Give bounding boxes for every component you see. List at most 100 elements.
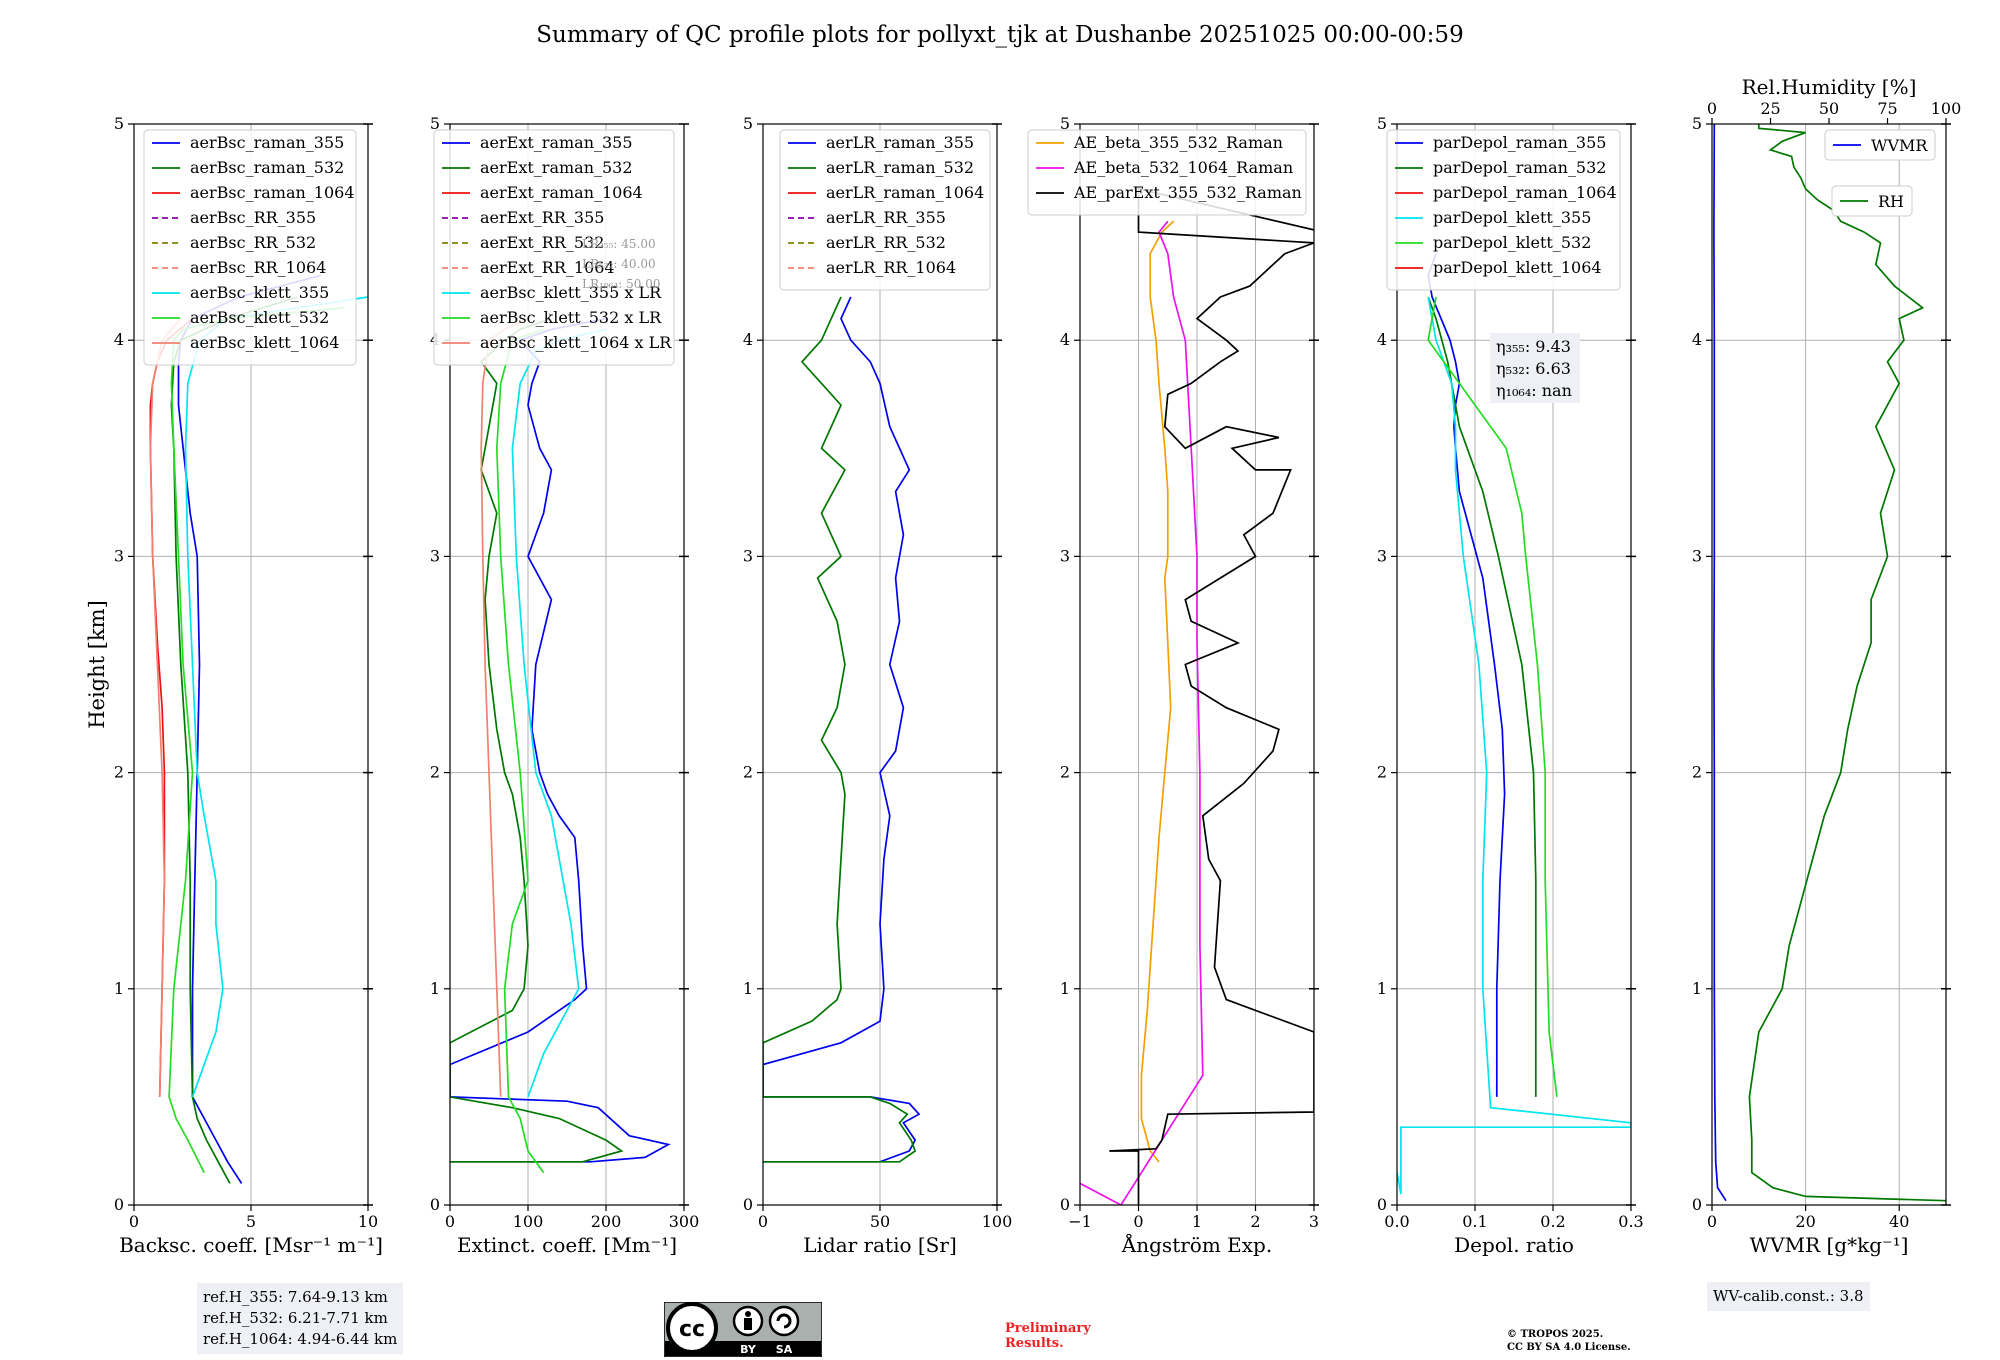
legend-entry: aerBsc_RR_1064 bbox=[190, 258, 326, 277]
x-tick-label: 0.0 bbox=[1384, 1212, 1409, 1231]
copyright-line-2: CC BY SA 4.0 License. bbox=[1507, 1342, 1631, 1353]
y-tick-label: 0 bbox=[114, 1195, 124, 1214]
y-tick-label: 2 bbox=[1377, 763, 1387, 782]
plot-frame bbox=[1711, 123, 1947, 1206]
series-line-aerBsc_raman_355 bbox=[177, 274, 322, 1184]
preliminary-line-2: Results. bbox=[1005, 1336, 1064, 1351]
ref-height-532: ref.H_532: 6.21-7.71 km bbox=[203, 1309, 388, 1327]
legend-entry: aerBsc_klett_532 x LR bbox=[480, 308, 662, 327]
series-line-parDepol_raman_532 bbox=[1427, 296, 1537, 1097]
share-alike-icon bbox=[768, 1305, 800, 1337]
x-tick-label: 20 bbox=[1795, 1212, 1815, 1231]
legend-entry: WVMR bbox=[1871, 136, 1928, 155]
figure-title: Summary of QC profile plots for pollyxt_… bbox=[536, 22, 1464, 48]
preliminary-line-1: Preliminary bbox=[1005, 1321, 1091, 1336]
x-tick-label: 50 bbox=[870, 1212, 890, 1231]
y-tick-label: 4 bbox=[1377, 330, 1387, 349]
y-tick-label: 0 bbox=[1377, 1195, 1387, 1214]
series-line-parDepol_klett_355 bbox=[1397, 296, 1631, 1195]
legend-entry: aerExt_raman_355 bbox=[480, 133, 633, 152]
y-tick-label: 4 bbox=[1060, 330, 1070, 349]
series-line-aerExt_raman_355 bbox=[450, 317, 671, 1163]
legend-entry: aerExt_raman_1064 bbox=[480, 183, 643, 202]
legend-entry: aerBsc_klett_532 bbox=[190, 308, 329, 327]
legend-entry: parDepol_raman_532 bbox=[1433, 158, 1606, 177]
y-tick-label: 1 bbox=[1060, 979, 1070, 998]
copyright-note: © TROPOS 2025. CC BY SA 4.0 License. bbox=[1507, 1328, 1631, 1354]
y-tick-label: 1 bbox=[743, 979, 753, 998]
y-tick-label: 3 bbox=[1060, 546, 1070, 565]
cc-icon bbox=[666, 1302, 718, 1354]
series-line-WVMR bbox=[1713, 124, 1727, 1202]
x-tick-label: 100 bbox=[513, 1212, 544, 1231]
legend-entry: aerBsc_klett_1064 x LR bbox=[480, 333, 672, 352]
y-tick-label: 3 bbox=[1692, 546, 1702, 565]
legend-entry: parDepol_klett_355 bbox=[1433, 208, 1591, 227]
legend-entry: aerBsc_RR_532 bbox=[190, 233, 316, 252]
y-tick-label: 4 bbox=[114, 330, 124, 349]
y-tick-label: 4 bbox=[1692, 330, 1702, 349]
plot-frame bbox=[449, 123, 685, 1206]
y-tick-label: 1 bbox=[1377, 979, 1387, 998]
legend-entry: aerExt_RR_355 bbox=[480, 208, 604, 227]
x-axis-label: Backsc. coeff. [Msr⁻¹ m⁻¹] bbox=[119, 1233, 383, 1257]
legend-entry: aerLR_RR_1064 bbox=[826, 258, 956, 277]
series-line-AE_beta_532_1064_Raman bbox=[1080, 220, 1204, 1205]
y-tick-label: 3 bbox=[743, 546, 753, 565]
y-tick-label: 0 bbox=[743, 1195, 753, 1214]
series-line-aerLR_raman_355 bbox=[763, 296, 921, 1163]
legend-box bbox=[1824, 129, 1936, 161]
x-tick-label: 10 bbox=[358, 1212, 378, 1231]
series-line-AE_beta_355_532_Raman bbox=[1140, 220, 1175, 1163]
legend-entry: aerLR_raman_1064 bbox=[826, 183, 984, 202]
legend-entry: aerBsc_raman_532 bbox=[190, 158, 344, 177]
legend-box bbox=[143, 129, 357, 366]
wv-calib-box: WV-calib.const.: 3.8 bbox=[1707, 1282, 1870, 1311]
legend-entry: RH bbox=[1878, 192, 1904, 211]
series-line-RH bbox=[1748, 124, 1946, 1202]
lr-label: LR₅₃₂: 40.00 bbox=[582, 257, 656, 271]
legend-entry: aerLR_raman_532 bbox=[826, 158, 974, 177]
chart-panel-5: 0.0 0.1 0.2 0.3 0 1 2 3 4 5 Depol. ratio parDepol_r… bbox=[1377, 114, 1644, 1257]
x2-tick-label: 0 bbox=[1707, 99, 1717, 118]
y-tick-label: 2 bbox=[1060, 763, 1070, 782]
preliminary-note: Preliminary Results. bbox=[1005, 1321, 1091, 1351]
legend-entry: aerLR_RR_532 bbox=[826, 233, 946, 252]
x-axis-label: Depol. ratio bbox=[1454, 1233, 1574, 1257]
legend-entry: aerBsc_raman_1064 bbox=[190, 183, 355, 202]
legend-entry: aerBsc_klett_355 bbox=[190, 283, 329, 302]
y-tick-label: 2 bbox=[114, 763, 124, 782]
y-tick-label: 0 bbox=[430, 1195, 440, 1214]
chart-panel-3: 0 50 100 0 1 2 3 4 5 Lidar ratio [Sr] aerLR_raman_… bbox=[743, 114, 1012, 1257]
series-line-aerBsc_klett_532 x LR bbox=[495, 328, 545, 1174]
legend-entry: aerExt_RR_1064 bbox=[480, 258, 615, 277]
ref-height-355: ref.H_355: 7.64-9.13 km bbox=[203, 1288, 388, 1306]
x-tick-label: 0.2 bbox=[1540, 1212, 1565, 1231]
y-tick-label: 5 bbox=[743, 114, 753, 133]
series-line-aerBsc_klett_355 bbox=[184, 296, 368, 1098]
y-tick-label: 5 bbox=[114, 114, 124, 133]
copyright-line-1: © TROPOS 2025. bbox=[1507, 1329, 1604, 1340]
cc-license-badge: cc BY SA bbox=[664, 1302, 822, 1357]
x-tick-label: 300 bbox=[669, 1212, 700, 1231]
series-line-AE_parExt_355_532_Raman bbox=[1109, 187, 1314, 1205]
x-axis-label: Lidar ratio [Sr] bbox=[803, 1233, 957, 1257]
x-tick-label: 1 bbox=[1192, 1212, 1202, 1231]
legend-entry: parDepol_raman_1064 bbox=[1433, 183, 1617, 202]
legend-box bbox=[1027, 129, 1307, 216]
chart-panel-2: 0100200300012345Extinct. coeff. [Mm⁻¹]ae… bbox=[430, 114, 699, 1257]
eta-value: η₅₃₂: 6.63 bbox=[1496, 359, 1571, 378]
eta-value: η₁₀₆₄: nan bbox=[1496, 381, 1572, 400]
legend-entry: aerBsc_raman_355 bbox=[190, 133, 344, 152]
by-label: BY bbox=[740, 1343, 757, 1356]
ref-height-box: ref.H_355: 7.64-9.13 km ref.H_532: 6.21-… bbox=[197, 1283, 404, 1354]
x-tick-label: 5 bbox=[246, 1212, 256, 1231]
plot-frame bbox=[1079, 123, 1315, 1206]
y-tick-label: 5 bbox=[430, 114, 440, 133]
legend-entry: parDepol_klett_532 bbox=[1433, 233, 1591, 252]
legend-entry: aerBsc_klett_355 x LR bbox=[480, 283, 662, 302]
legend-entry: AE_parExt_355_532_Raman bbox=[1073, 183, 1302, 202]
y-tick-label: 3 bbox=[1377, 546, 1387, 565]
y-tick-label: 1 bbox=[430, 979, 440, 998]
legend-entry: aerLR_raman_355 bbox=[826, 133, 974, 152]
